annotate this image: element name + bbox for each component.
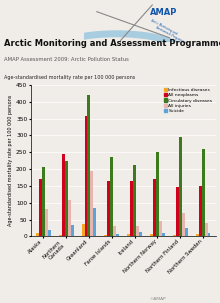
Bar xyxy=(82,224,84,236)
Bar xyxy=(176,187,179,236)
Bar xyxy=(162,233,165,236)
Bar xyxy=(116,234,119,236)
Text: AMAP: AMAP xyxy=(150,8,177,17)
Bar xyxy=(42,167,45,236)
Bar xyxy=(90,171,94,236)
Bar xyxy=(153,179,156,236)
Bar xyxy=(179,137,182,236)
Bar xyxy=(130,181,133,236)
Bar xyxy=(136,226,139,236)
Bar xyxy=(173,235,176,236)
Text: Assessment Programme: Assessment Programme xyxy=(155,26,186,45)
Legend: Infectious diseases, All neoplasms, Circulatory diseases, All injuries, Suicide: Infectious diseases, All neoplasms, Circ… xyxy=(163,87,213,114)
Bar xyxy=(45,209,48,236)
Bar xyxy=(139,232,142,236)
Bar xyxy=(104,235,107,236)
Bar xyxy=(182,213,185,236)
Text: Arctic Monitoring and Assessment Programme: Arctic Monitoring and Assessment Program… xyxy=(4,39,220,48)
Bar xyxy=(84,116,88,236)
Y-axis label: Age-standardised mortality rate per 100 000 persons: Age-standardised mortality rate per 100 … xyxy=(8,95,13,226)
Bar xyxy=(127,234,130,236)
Bar xyxy=(71,225,73,236)
Text: AMAP Assessment 2009: Arctic Pollution Status: AMAP Assessment 2009: Arctic Pollution S… xyxy=(4,57,129,62)
Bar xyxy=(133,165,136,236)
Bar xyxy=(205,223,207,236)
Bar xyxy=(202,149,205,236)
Bar xyxy=(48,230,51,236)
Bar xyxy=(94,208,96,236)
Bar xyxy=(110,157,113,236)
Bar xyxy=(207,233,211,236)
Bar xyxy=(199,186,202,236)
Bar xyxy=(88,95,90,236)
Text: ©AMAP: ©AMAP xyxy=(150,297,166,301)
Bar xyxy=(39,179,42,236)
Bar xyxy=(107,181,110,236)
Bar xyxy=(36,233,39,236)
Text: Arctic Monitoring and: Arctic Monitoring and xyxy=(150,18,177,35)
Bar xyxy=(62,154,65,236)
Bar xyxy=(185,228,188,236)
Bar xyxy=(150,234,153,236)
Bar xyxy=(65,161,68,236)
Bar xyxy=(159,221,162,236)
Bar xyxy=(68,200,71,236)
Text: Age-standardised mortality rate per 100 000 persons: Age-standardised mortality rate per 100 … xyxy=(4,75,136,80)
Bar xyxy=(196,234,199,236)
Bar xyxy=(59,235,62,236)
Bar xyxy=(156,152,159,236)
Bar xyxy=(113,225,116,236)
